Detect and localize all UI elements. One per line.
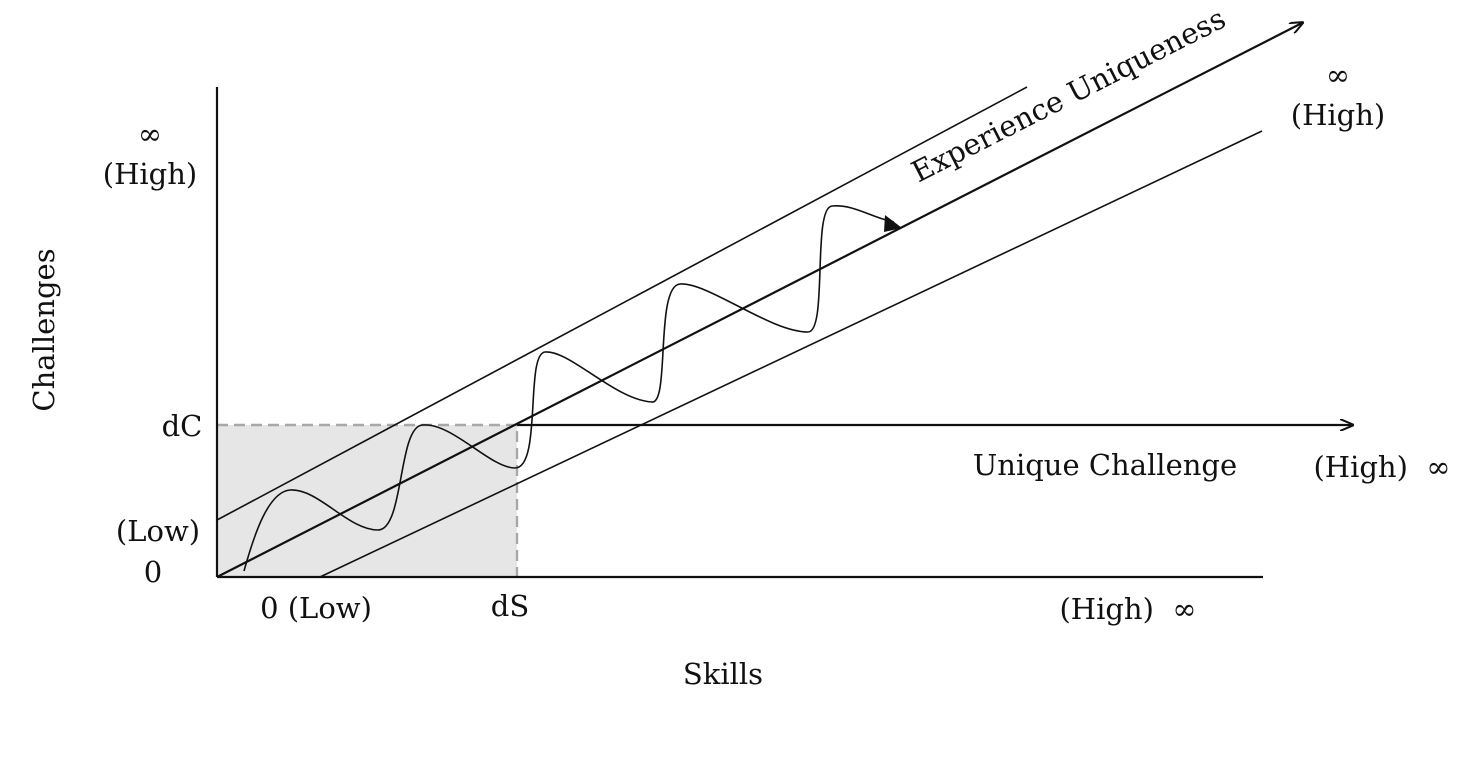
diagonal-high-infinity: ∞ (1326, 58, 1350, 92)
x-axis-title: Skills (683, 657, 763, 691)
y-low-label: (Low) (116, 514, 200, 548)
flow-wave-arrowhead (884, 215, 902, 232)
upper-channel-line (216, 86, 1028, 521)
experience-uniqueness-arrow (216, 23, 1302, 578)
x-ds-label: dS (491, 589, 529, 623)
flow-wave-path (243, 205, 895, 572)
lower-channel-line (319, 130, 1263, 578)
x-high-label: (High) ∞ (1059, 592, 1196, 626)
y-high-infinity: ∞ (138, 117, 162, 151)
y-high-label: (High) (103, 157, 197, 191)
y-zero-label: 0 (144, 555, 162, 589)
horizontal-high-label: (High) ∞ (1313, 450, 1450, 484)
x-low-label: 0 (Low) (260, 591, 372, 625)
diagonal-high-label: (High) (1291, 98, 1385, 132)
y-dc-label: dC (162, 409, 203, 443)
unique-challenge-label: Unique Challenge (973, 448, 1237, 482)
experience-uniqueness-label: Experience Uniqueness (906, 1, 1231, 189)
y-axis-title: Challenges (27, 248, 61, 411)
